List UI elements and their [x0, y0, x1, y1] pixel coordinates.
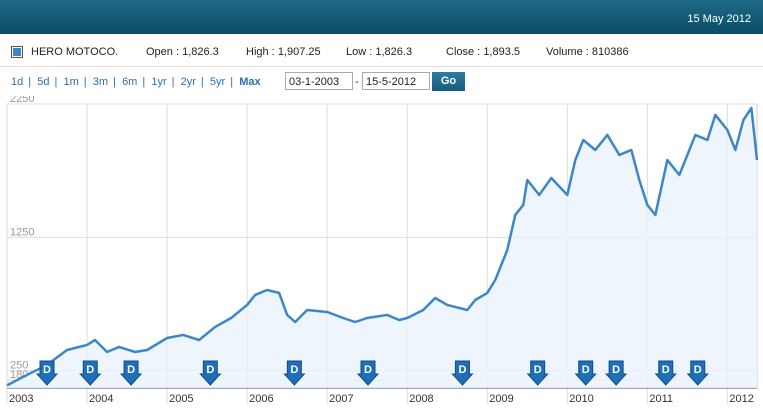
dividend-label: D: [43, 364, 51, 376]
dividend-label: D: [364, 364, 372, 376]
dividend-marker: D: [574, 360, 597, 386]
quote-label: Volume :: [546, 46, 589, 58]
dividend-arrow: [35, 360, 59, 386]
dividend-arrow: [686, 360, 709, 386]
quote-value: 1,907.25: [277, 46, 321, 58]
dividend-label: D: [290, 364, 298, 376]
range-separator: |: [142, 76, 146, 88]
quote-value: 1,826.3: [375, 46, 413, 58]
y-tick-label: 2250: [10, 96, 34, 105]
range-link[interactable]: 3m: [92, 76, 109, 88]
dividend-arrow: [79, 360, 102, 386]
quote-value: 1,826.3: [182, 46, 219, 58]
quote-label: Close :: [446, 46, 481, 58]
x-tick-label: 2006: [249, 393, 273, 405]
dividend-arrow: [199, 360, 222, 386]
range-link[interactable]: 5d: [37, 76, 50, 88]
dividend-arrow: [356, 360, 380, 386]
dividend-arrow: [604, 360, 628, 386]
x-tick-label: 2011: [649, 393, 673, 405]
x-tick-label: 2005: [169, 393, 193, 405]
price-line: [6, 106, 759, 387]
dividend-marker: D: [119, 360, 143, 386]
x-tick-label: 2012: [729, 393, 753, 405]
series-checkbox[interactable]: [11, 46, 23, 58]
x-tick-label: 2003: [9, 393, 33, 405]
dividend-arrow: [574, 360, 597, 386]
dividend-arrow: [526, 360, 549, 386]
range-link[interactable]: 6m: [122, 76, 138, 88]
dividend-marker: D: [35, 360, 59, 386]
quote-item: Open : 1,826.3: [146, 46, 219, 58]
date-separator: -: [355, 76, 359, 88]
range-link[interactable]: 1d: [11, 76, 24, 88]
quote-item: Close : 1,893.5: [446, 46, 520, 58]
dividend-marker: D: [654, 360, 677, 386]
x-tick-label: 2008: [409, 393, 433, 405]
area-fill: [7, 108, 757, 388]
range-link[interactable]: 1yr: [151, 76, 167, 88]
date-to[interactable]: 15-5-2012: [362, 72, 430, 90]
quote-item: High : 1,907.25: [246, 46, 321, 58]
series-name: HERO MOTOCO.: [31, 46, 119, 58]
quote-label: Low :: [346, 46, 373, 58]
controls: 03-1-2003 - 15-5-2012 Go 1d | 5d | 1m | 3m | 6m |…: [0, 70, 763, 94]
dividend-label: D: [662, 364, 670, 376]
dividend-label: D: [127, 364, 135, 376]
dividend-marker: D: [356, 360, 380, 386]
range-separator: |: [200, 76, 204, 88]
dividend-label: D: [206, 364, 214, 376]
range-link[interactable]: 5yr: [209, 76, 226, 88]
quote-row: HERO MOTOCO. Open : 1,826.3 High : 1,907.…: [0, 38, 763, 67]
dividend-arrow: [451, 360, 474, 386]
dividend-arrow: [119, 360, 143, 386]
header-date: 15 May 2012: [687, 13, 751, 25]
quote-label: High :: [246, 46, 275, 58]
quote-item: Volume : 810386: [546, 46, 629, 58]
range-separator: |: [28, 76, 32, 88]
x-tick-label: 2004: [89, 393, 113, 405]
dividend-label: D: [694, 364, 702, 376]
range-link[interactable]: 1m: [63, 76, 79, 88]
date-from[interactable]: 03-1-2003: [285, 72, 353, 90]
quote-value: 810386: [591, 46, 629, 58]
dividend-label: D: [612, 364, 620, 376]
dividend-label: D: [582, 364, 590, 376]
dividend-label: D: [534, 364, 542, 376]
dividend-marker: D: [283, 360, 306, 386]
dividend-arrow: [654, 360, 677, 386]
range-separator: |: [171, 76, 175, 88]
range-link[interactable]: Max: [239, 76, 261, 88]
dividend-marker: D: [199, 360, 222, 386]
dividend-arrow: [283, 360, 306, 386]
y-tick-label: 250: [10, 360, 28, 372]
chart: 2003 2004 2005 2006 2007 2008 2009 2010 2011 2012…: [6, 96, 759, 405]
dividend-marker: D: [604, 360, 628, 386]
range-separator: |: [230, 76, 234, 88]
range-separator: |: [113, 76, 116, 88]
quote-item: Low : 1,826.3: [346, 46, 412, 58]
x-tick-label: 2007: [329, 393, 353, 405]
range-link[interactable]: 2yr: [180, 76, 196, 88]
dividend-marker: D: [79, 360, 102, 386]
dividend-marker: D: [451, 360, 474, 386]
dividend-label: D: [86, 364, 94, 376]
range-separator: |: [54, 76, 58, 88]
dividend-marker: D: [686, 360, 709, 386]
dividend-marker: D: [526, 360, 549, 386]
dividend-label: D: [458, 364, 466, 376]
x-tick-label: 2010: [569, 393, 593, 405]
quote-value: 1,893.5: [483, 46, 521, 58]
range-separator: |: [83, 76, 87, 88]
go-button[interactable]: Go: [432, 72, 465, 91]
header-bar: 15 May 2012: [0, 0, 763, 34]
quote-label: Open :: [146, 46, 180, 58]
y-tick-label: 1250: [10, 226, 34, 238]
x-tick-label: 2009: [489, 393, 513, 405]
